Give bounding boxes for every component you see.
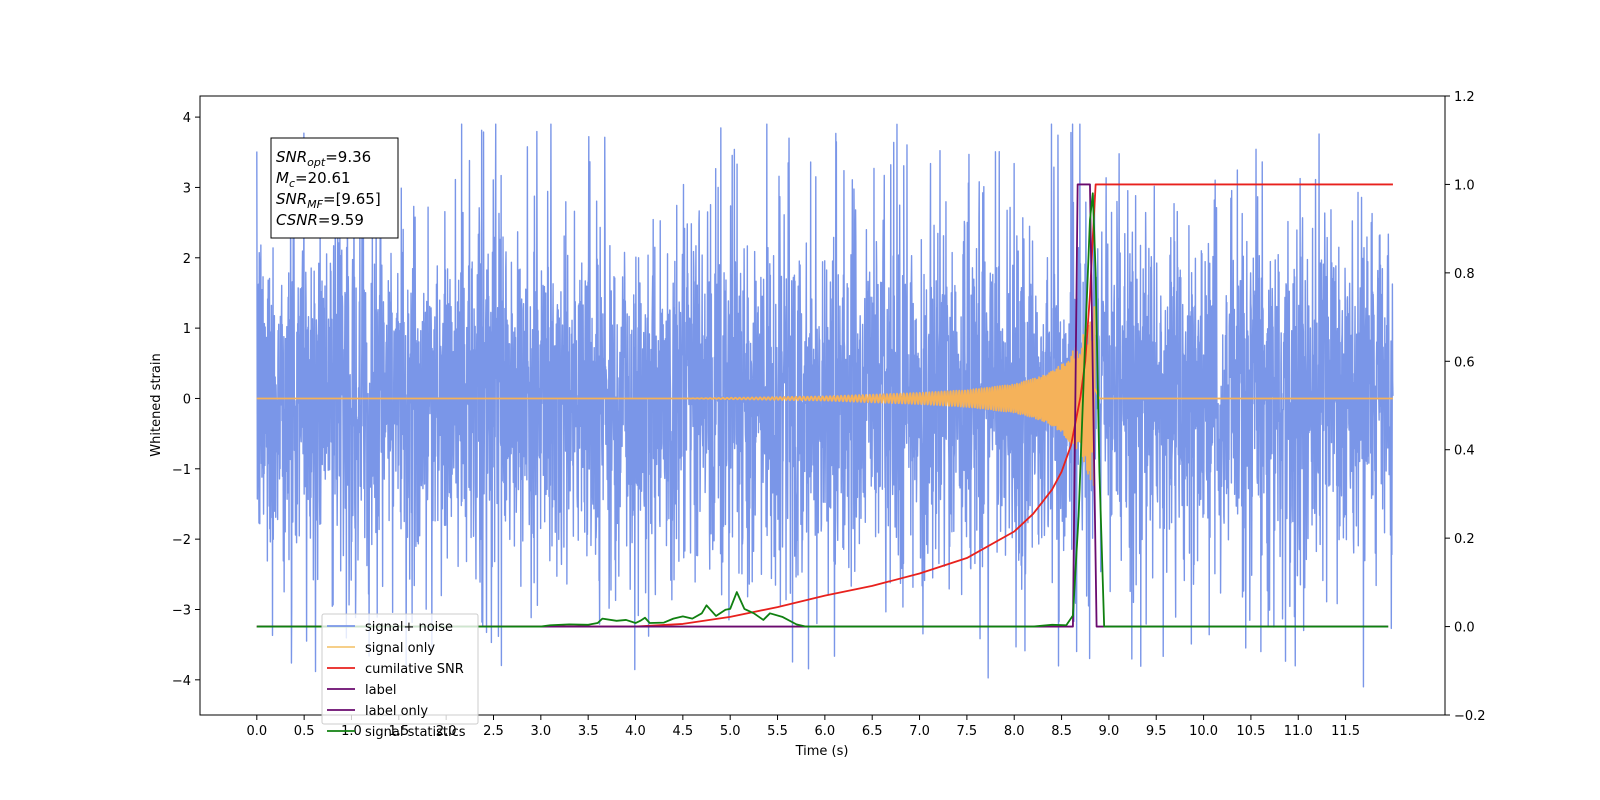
x-tick-label: 9.5 [1146, 724, 1167, 739]
y2-tick-label: 1.2 [1454, 90, 1475, 105]
y2-tick-label: 1.0 [1454, 178, 1475, 193]
y2-tick-label: 0.2 [1454, 532, 1475, 547]
x-tick-label: 7.0 [909, 724, 930, 739]
y-tick-label: −2 [172, 533, 191, 548]
y2-tick-label: 0.6 [1454, 355, 1475, 370]
y-axis-right: 1.2 1.0 0.8 0.6 0.4 0.2 0.0 −0.2 [1445, 90, 1486, 724]
x-tick-label: 8.5 [1051, 724, 1072, 739]
x-tick-label: 4.5 [673, 724, 694, 739]
legend-label-label: label [365, 683, 396, 698]
y-tick-label: 3 [183, 181, 191, 196]
x-tick-label: 0.0 [246, 724, 267, 739]
x-tick-label: 5.5 [767, 724, 788, 739]
y-axis-left: 4 3 2 1 0 −1 −2 −3 −4 [172, 111, 200, 689]
y2-tick-label: −0.2 [1454, 709, 1486, 724]
x-tick-label: 3.5 [578, 724, 599, 739]
series-layer [256, 123, 1394, 688]
y-tick-label: −3 [172, 603, 191, 618]
y2-tick-label: 0.8 [1454, 267, 1475, 282]
series-signal-only [256, 306, 1394, 487]
y-axis-label: Whitened strain [149, 353, 164, 456]
annotation-line: Mc=20.61 [276, 169, 351, 190]
series-signal-noise [256, 123, 1394, 688]
x-tick-label: 0.5 [294, 724, 315, 739]
y-tick-label: 1 [183, 322, 191, 337]
x-tick-label: 2.5 [483, 724, 504, 739]
x-tick-label: 6.0 [815, 724, 836, 739]
x-tick-label: 3.0 [530, 724, 551, 739]
x-tick-label: 10.0 [1189, 724, 1218, 739]
legend-label-cumilative-snr: cumilative SNR [365, 662, 464, 677]
annotation-line: SNRMF=[9.65] [276, 190, 381, 211]
legend: signal+ noise signal only cumilative SNR la… [321, 613, 479, 740]
y-tick-label: −1 [172, 463, 191, 478]
annotation-frame [270, 137, 399, 239]
annotation-line: CSNR=9.59 [276, 211, 364, 229]
legend-label-label-only: label only [365, 704, 428, 719]
y-tick-label: 0 [183, 392, 191, 407]
series-cumilative-snr [256, 183, 1393, 628]
x-axis-label: Time (s) [795, 744, 849, 759]
legend-label-signal-statistics: signal statistics [365, 725, 466, 740]
legend-label-signal-only: signal only [365, 641, 435, 656]
y-tick-label: 4 [183, 111, 191, 126]
x-tick-label: 6.5 [862, 724, 883, 739]
x-tick-label: 11.0 [1284, 724, 1313, 739]
annotation-line: SNRopt=9.36 [276, 148, 371, 169]
x-tick-label: 11.5 [1331, 724, 1360, 739]
legend-label-signal-noise: signal+ noise [365, 620, 453, 635]
series-signal-statistics [256, 192, 1389, 628]
x-tick-label: 7.5 [957, 724, 978, 739]
x-tick-label: 4.0 [625, 724, 646, 739]
x-tick-label: 2.0 [436, 724, 457, 739]
y2-tick-label: 0.4 [1454, 444, 1475, 459]
x-tick-label: 10.5 [1236, 724, 1265, 739]
legend-frame [321, 613, 479, 725]
y-tick-label: 2 [183, 252, 191, 267]
x-tick-label: 1.5 [388, 724, 409, 739]
y-tick-label: −4 [172, 674, 191, 689]
plot-frame [199, 95, 1446, 716]
x-tick-label: 8.0 [1004, 724, 1025, 739]
x-tick-label: 5.0 [720, 724, 741, 739]
x-axis: 0.0 0.5 1.0 1.5 2.0 2.5 3.0 3.5 4.0 4.5 5.0 5.5 6.0 6… [246, 715, 1360, 739]
y2-tick-label: 0.0 [1454, 621, 1475, 636]
x-tick-label: 9.0 [1099, 724, 1120, 739]
